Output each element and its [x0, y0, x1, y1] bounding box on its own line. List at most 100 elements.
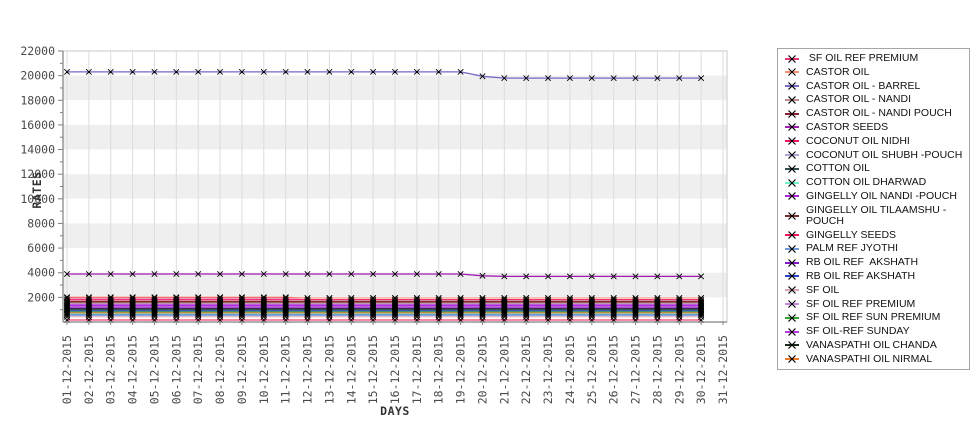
series-line — [67, 273, 702, 278]
gridlines — [66, 51, 724, 322]
x-marker-path — [63, 310, 705, 317]
x-marker-path — [63, 316, 705, 324]
series-x-marker-icon — [785, 211, 799, 220]
legend-item: CASTOR OIL - NANDI POUCH — [785, 108, 964, 119]
x-tick-label: 26-12-2015 — [607, 335, 621, 404]
legend-item: CASTOR OIL - NANDI — [785, 94, 964, 105]
y-tick-label: 18000 — [20, 93, 55, 107]
legend-item: PALM REF JYOTHI — [785, 243, 964, 254]
series-x-marker-icon — [785, 231, 799, 239]
x-marker-path — [63, 68, 705, 82]
y-tick-label: 14000 — [20, 143, 55, 157]
y-axis-title: RATES — [30, 171, 44, 208]
series-x-marker-icon — [785, 355, 799, 364]
x-tick-label: 08-12-2015 — [213, 335, 227, 404]
x-tick-label: 05-12-2015 — [147, 335, 161, 404]
series-lines — [67, 71, 702, 321]
legend: SF OIL REF PREMIUM CASTOR OIL CASTOR OIL -… — [777, 48, 970, 370]
x-tick-label: 17-12-2015 — [410, 335, 424, 404]
x-tick-label: 20-12-2015 — [475, 335, 489, 404]
x-marker-path — [63, 304, 705, 312]
legend-item-label: RB OIL REF AKSHATH — [806, 256, 919, 269]
series-x-marker-icon — [785, 272, 799, 281]
x-tick-label: 19-12-2015 — [454, 335, 468, 404]
legend-item-label: VANASPATHI OIL CHANDA — [806, 338, 937, 351]
legend-item: COCONUT OIL NIDHI — [785, 135, 964, 147]
legend-item-label: CASTOR OIL - NANDI — [806, 93, 912, 106]
legend-item-label: VANASPATHI OIL NIRMAL — [806, 352, 933, 365]
y-tick-label: 12000 — [20, 167, 55, 181]
legend-item: GINGELLY OIL NANDI -POUCH — [785, 189, 964, 202]
x-marker-path — [63, 307, 705, 314]
x-tick-label: 14-12-2015 — [344, 335, 358, 404]
y-tick-label: 10000 — [20, 192, 55, 206]
legend-item: CASTOR SEEDS — [785, 121, 964, 133]
y-tick-label: 6000 — [27, 241, 55, 255]
line-chart: 2000 4000 6000 8000 10000 12000 14000 16000 1800… — [20, 44, 730, 418]
x-marker-path — [63, 300, 705, 308]
x-tick-label: 23-12-2015 — [541, 335, 555, 404]
series-x-marker-icon — [785, 258, 799, 267]
x-marker-path — [63, 313, 705, 320]
legend-item: GINGELLY OIL TILAAMSHU -POUCH — [785, 204, 964, 227]
series-x-marker-icon — [785, 82, 799, 91]
legend-item-label: SF OIL — [806, 283, 840, 296]
legend-item: COTTON OIL — [785, 163, 964, 174]
legend-item: SF OIL REF PREMIUM — [785, 297, 964, 310]
x-tick-label: 29-12-2015 — [672, 335, 686, 404]
legend-item-label: COTTON OIL DHARWAD — [806, 176, 927, 189]
legend-item-label: GINGELLY SEEDS — [806, 228, 897, 241]
series-x-marker-icon — [785, 54, 799, 63]
x-tick-label: 21-12-2015 — [497, 335, 511, 404]
legend-item: SF OIL — [785, 283, 964, 296]
series-x-marker-icon — [785, 300, 799, 308]
x-tick-label: 09-12-2015 — [235, 335, 249, 404]
x-tick-label: 06-12-2015 — [169, 335, 183, 404]
y-tick-label: 16000 — [20, 118, 55, 132]
legend-item: RB OIL REF AKSHATH — [785, 270, 964, 282]
legend-item-label: COCONUT OIL SHUBH -POUCH — [806, 148, 963, 161]
legend-item-label: CASTOR OIL - BARREL — [806, 79, 921, 92]
x-tick-label: 02-12-2015 — [82, 335, 96, 404]
series-x-marker-icon — [785, 95, 799, 104]
legend-item-label: CASTOR OIL — [806, 65, 870, 78]
y-tick-label: 4000 — [27, 266, 55, 280]
legend-item: VANASPATHI OIL NIRMAL — [785, 352, 964, 365]
x-marker-path — [63, 311, 705, 318]
x-marker-path — [63, 294, 705, 302]
x-tick-label: 28-12-2015 — [650, 335, 664, 404]
x-axis-title: DAYS — [380, 404, 410, 418]
axes: 2000 4000 6000 8000 10000 12000 14000 16000 1800… — [20, 44, 730, 404]
x-marker-path — [63, 299, 705, 307]
x-tick-label: 01-12-2015 — [60, 335, 74, 404]
legend-item-label: CASTOR OIL - NANDI POUCH — [806, 107, 952, 120]
series-x-marker-icon — [785, 327, 799, 336]
x-marker-path — [63, 309, 705, 316]
y-tick-label: 8000 — [27, 216, 55, 230]
legend-item-label: PALM REF JYOTHI — [806, 242, 898, 255]
series-line — [67, 71, 702, 79]
series-x-marker-icon — [785, 244, 799, 253]
legend-item-label: GINGELLY OIL NANDI -POUCH — [806, 189, 957, 202]
x-tick-label: 07-12-2015 — [191, 335, 205, 404]
x-marker-path — [63, 306, 705, 313]
x-tick-label: 18-12-2015 — [432, 335, 446, 404]
legend-item-label: SF OIL-REF SUNDAY — [806, 325, 910, 338]
series-x-marker-icon — [785, 164, 799, 173]
legend-item: VANASPATHI OIL CHANDA — [785, 338, 964, 351]
series-markers — [63, 68, 705, 324]
legend-item: CASTOR OIL - BARREL — [785, 79, 964, 92]
legend-item: SF OIL REF PREMIUM — [785, 53, 964, 64]
series-x-marker-icon — [785, 109, 799, 118]
x-tick-label: 25-12-2015 — [585, 335, 599, 404]
x-tick-label: 16-12-2015 — [388, 335, 402, 404]
legend-item-label: SF OIL REF PREMIUM — [806, 297, 916, 310]
legend-item: COTTON OIL DHARWAD — [785, 177, 964, 188]
legend-item: SF OIL-REF SUNDAY — [785, 326, 964, 337]
x-tick-label: 15-12-2015 — [366, 335, 380, 404]
x-tick-label: 03-12-2015 — [104, 335, 118, 404]
x-tick-label: 31-12-2015 — [716, 335, 730, 404]
y-tick-label: 2000 — [27, 290, 55, 304]
x-marker-path — [63, 298, 705, 306]
